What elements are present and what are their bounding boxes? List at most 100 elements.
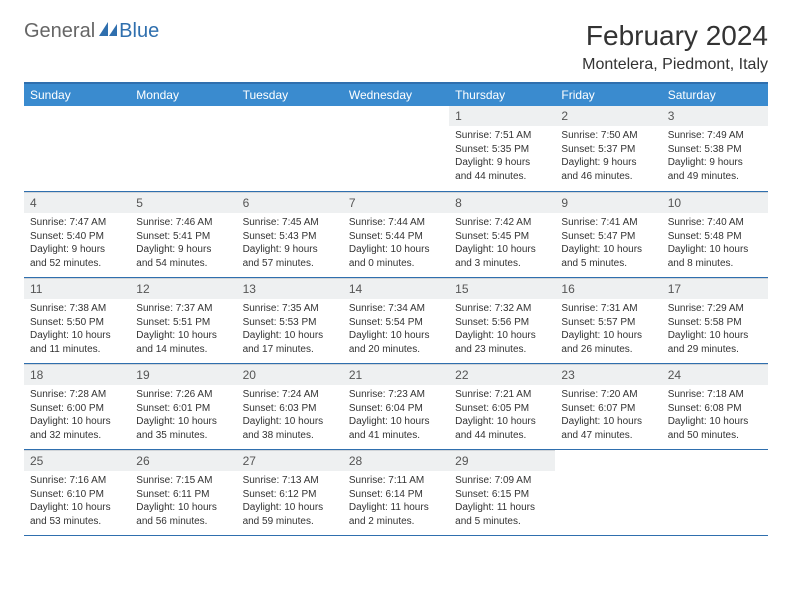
- day-details: Sunrise: 7:24 AMSunset: 6:03 PMDaylight:…: [237, 385, 343, 448]
- calendar-day-cell: 9Sunrise: 7:41 AMSunset: 5:47 PMDaylight…: [555, 192, 661, 278]
- day-sunrise: Sunrise: 7:20 AM: [561, 388, 655, 402]
- day-sunrise: Sunrise: 7:32 AM: [455, 302, 549, 316]
- day-sunset: Sunset: 5:50 PM: [30, 316, 124, 330]
- calendar-day-cell: 1Sunrise: 7:51 AMSunset: 5:35 PMDaylight…: [449, 106, 555, 192]
- day-sunset: Sunset: 5:56 PM: [455, 316, 549, 330]
- day-daylight1: Daylight: 9 hours: [455, 156, 549, 170]
- day-daylight2: and 5 minutes.: [455, 515, 549, 529]
- day-daylight2: and 44 minutes.: [455, 170, 549, 184]
- day-sunset: Sunset: 6:04 PM: [349, 402, 443, 416]
- day-number: 5: [130, 192, 236, 213]
- logo: General Blue: [24, 20, 159, 43]
- day-sunrise: Sunrise: 7:44 AM: [349, 216, 443, 230]
- day-sunrise: Sunrise: 7:35 AM: [243, 302, 337, 316]
- day-sunset: Sunset: 5:54 PM: [349, 316, 443, 330]
- location-subtitle: Montelera, Piedmont, Italy: [582, 56, 768, 74]
- day-daylight1: Daylight: 10 hours: [30, 415, 124, 429]
- day-daylight1: Daylight: 9 hours: [136, 243, 230, 257]
- day-daylight2: and 11 minutes.: [30, 343, 124, 357]
- day-sunrise: Sunrise: 7:47 AM: [30, 216, 124, 230]
- day-details: Sunrise: 7:47 AMSunset: 5:40 PMDaylight:…: [24, 213, 130, 276]
- day-sunset: Sunset: 6:10 PM: [30, 488, 124, 502]
- day-daylight2: and 56 minutes.: [136, 515, 230, 529]
- calendar-day-cell: 14Sunrise: 7:34 AMSunset: 5:54 PMDayligh…: [343, 278, 449, 364]
- day-number: 10: [662, 192, 768, 213]
- day-details: Sunrise: 7:51 AMSunset: 5:35 PMDaylight:…: [449, 126, 555, 189]
- day-daylight2: and 46 minutes.: [561, 170, 655, 184]
- day-number: 7: [343, 192, 449, 213]
- day-daylight2: and 32 minutes.: [30, 429, 124, 443]
- day-sunrise: Sunrise: 7:29 AM: [668, 302, 762, 316]
- day-sunset: Sunset: 5:44 PM: [349, 230, 443, 244]
- day-sunrise: Sunrise: 7:37 AM: [136, 302, 230, 316]
- day-sunset: Sunset: 5:53 PM: [243, 316, 337, 330]
- day-sunrise: Sunrise: 7:13 AM: [243, 474, 337, 488]
- day-daylight2: and 26 minutes.: [561, 343, 655, 357]
- day-sunrise: Sunrise: 7:26 AM: [136, 388, 230, 402]
- day-details: Sunrise: 7:15 AMSunset: 6:11 PMDaylight:…: [130, 471, 236, 534]
- day-daylight2: and 52 minutes.: [30, 257, 124, 271]
- calendar-day-cell: 28Sunrise: 7:11 AMSunset: 6:14 PMDayligh…: [343, 450, 449, 536]
- day-daylight1: Daylight: 10 hours: [136, 501, 230, 515]
- calendar-empty-cell: [237, 106, 343, 192]
- day-daylight2: and 17 minutes.: [243, 343, 337, 357]
- calendar-day-cell: 11Sunrise: 7:38 AMSunset: 5:50 PMDayligh…: [24, 278, 130, 364]
- day-sunrise: Sunrise: 7:41 AM: [561, 216, 655, 230]
- calendar-empty-cell: [130, 106, 236, 192]
- day-sunrise: Sunrise: 7:23 AM: [349, 388, 443, 402]
- day-daylight1: Daylight: 10 hours: [455, 329, 549, 343]
- weekday-header-row: Sunday Monday Tuesday Wednesday Thursday…: [24, 84, 768, 106]
- day-daylight2: and 0 minutes.: [349, 257, 443, 271]
- logo-text-blue: Blue: [119, 20, 159, 43]
- day-sunrise: Sunrise: 7:38 AM: [30, 302, 124, 316]
- day-daylight2: and 49 minutes.: [668, 170, 762, 184]
- day-daylight2: and 47 minutes.: [561, 429, 655, 443]
- day-number: 17: [662, 278, 768, 299]
- day-daylight2: and 3 minutes.: [455, 257, 549, 271]
- day-daylight1: Daylight: 10 hours: [561, 243, 655, 257]
- logo-sail-icon: [99, 22, 117, 36]
- day-daylight2: and 53 minutes.: [30, 515, 124, 529]
- day-number: 29: [449, 450, 555, 471]
- calendar-day-cell: 5Sunrise: 7:46 AMSunset: 5:41 PMDaylight…: [130, 192, 236, 278]
- day-sunrise: Sunrise: 7:31 AM: [561, 302, 655, 316]
- weekday-label: Tuesday: [237, 84, 343, 106]
- calendar-empty-cell: [343, 106, 449, 192]
- calendar-day-cell: 7Sunrise: 7:44 AMSunset: 5:44 PMDaylight…: [343, 192, 449, 278]
- day-number: 20: [237, 364, 343, 385]
- calendar-day-cell: 29Sunrise: 7:09 AMSunset: 6:15 PMDayligh…: [449, 450, 555, 536]
- day-sunrise: Sunrise: 7:18 AM: [668, 388, 762, 402]
- day-sunrise: Sunrise: 7:16 AM: [30, 474, 124, 488]
- day-sunset: Sunset: 5:41 PM: [136, 230, 230, 244]
- calendar-day-cell: 15Sunrise: 7:32 AMSunset: 5:56 PMDayligh…: [449, 278, 555, 364]
- day-details: Sunrise: 7:37 AMSunset: 5:51 PMDaylight:…: [130, 299, 236, 362]
- day-details: Sunrise: 7:50 AMSunset: 5:37 PMDaylight:…: [555, 126, 661, 189]
- day-sunrise: Sunrise: 7:45 AM: [243, 216, 337, 230]
- day-daylight2: and 5 minutes.: [561, 257, 655, 271]
- day-daylight2: and 23 minutes.: [455, 343, 549, 357]
- day-details: Sunrise: 7:31 AMSunset: 5:57 PMDaylight:…: [555, 299, 661, 362]
- day-details: Sunrise: 7:44 AMSunset: 5:44 PMDaylight:…: [343, 213, 449, 276]
- day-daylight1: Daylight: 10 hours: [349, 329, 443, 343]
- calendar-empty-cell: [555, 450, 661, 536]
- day-daylight1: Daylight: 10 hours: [136, 415, 230, 429]
- day-daylight1: Daylight: 9 hours: [30, 243, 124, 257]
- day-number: 8: [449, 192, 555, 213]
- calendar-day-cell: 12Sunrise: 7:37 AMSunset: 5:51 PMDayligh…: [130, 278, 236, 364]
- day-sunset: Sunset: 5:38 PM: [668, 143, 762, 157]
- day-sunrise: Sunrise: 7:50 AM: [561, 129, 655, 143]
- calendar-day-cell: 3Sunrise: 7:49 AMSunset: 5:38 PMDaylight…: [662, 106, 768, 192]
- day-sunrise: Sunrise: 7:09 AM: [455, 474, 549, 488]
- day-number: 22: [449, 364, 555, 385]
- header: General Blue February 2024 Montelera, Pi…: [24, 20, 768, 74]
- day-sunset: Sunset: 5:43 PM: [243, 230, 337, 244]
- calendar-day-cell: 16Sunrise: 7:31 AMSunset: 5:57 PMDayligh…: [555, 278, 661, 364]
- day-details: Sunrise: 7:26 AMSunset: 6:01 PMDaylight:…: [130, 385, 236, 448]
- day-sunset: Sunset: 6:11 PM: [136, 488, 230, 502]
- day-sunset: Sunset: 6:01 PM: [136, 402, 230, 416]
- day-details: Sunrise: 7:13 AMSunset: 6:12 PMDaylight:…: [237, 471, 343, 534]
- day-number: 25: [24, 450, 130, 471]
- day-daylight1: Daylight: 10 hours: [30, 501, 124, 515]
- day-number: 2: [555, 106, 661, 126]
- day-number: 11: [24, 278, 130, 299]
